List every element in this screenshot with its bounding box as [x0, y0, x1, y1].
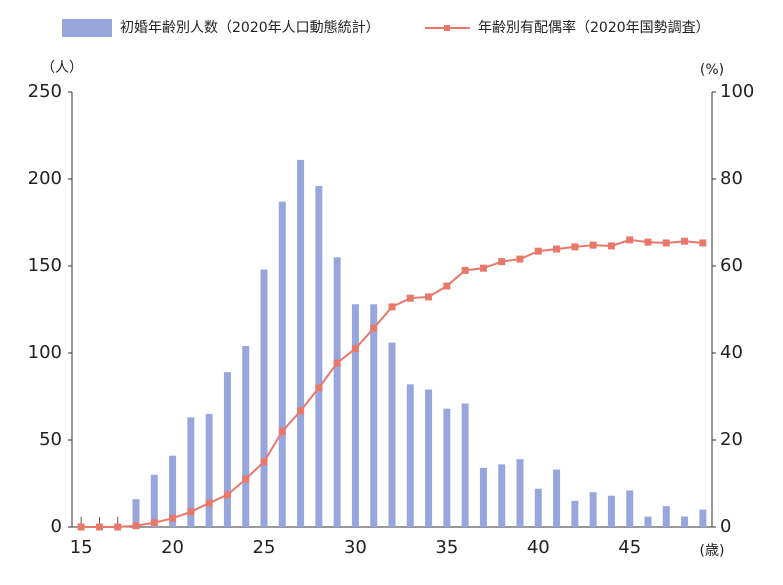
bar: [626, 490, 634, 527]
line-marker: [351, 345, 359, 353]
bar: [406, 384, 414, 527]
bar: [443, 408, 451, 527]
legend-label: 年齢別有配偶率（2020年国勢調査）: [478, 19, 710, 36]
bar: [681, 516, 689, 527]
x-axis-unit: (歳): [700, 543, 725, 559]
line-marker: [242, 475, 250, 483]
bar: [242, 346, 250, 527]
legend-label: 初婚年齢別人数（2020年人口動態統計）: [120, 19, 380, 36]
line-marker: [315, 384, 323, 392]
y2-axis-unit: (%): [700, 62, 724, 78]
x-tick-label: 40: [527, 537, 550, 558]
line-marker: [150, 519, 158, 527]
line-marker: [443, 282, 451, 290]
line-marker: [626, 236, 634, 244]
line-marker: [461, 266, 469, 274]
bar: [278, 201, 286, 527]
bar: [169, 455, 177, 527]
bar: [498, 464, 506, 527]
line-marker: [169, 514, 177, 522]
x-tick-label: 15: [70, 537, 93, 558]
line-marker: [187, 508, 195, 516]
bar: [205, 413, 213, 527]
line-marker: [681, 237, 689, 245]
line-marker: [333, 359, 341, 367]
bar: [370, 304, 378, 527]
line-marker: [571, 243, 579, 251]
line-marker: [589, 241, 597, 249]
bar: [644, 516, 652, 527]
line-marker: [479, 264, 487, 272]
line-marker: [534, 247, 542, 255]
bar: [297, 159, 305, 528]
line-marker: [425, 293, 433, 301]
bar: [571, 500, 579, 527]
line-marker: [498, 258, 506, 266]
line-marker: [77, 523, 85, 531]
line-marker: [95, 523, 103, 531]
bar: [333, 257, 341, 527]
bar: [479, 467, 487, 527]
y-tick-label: 250: [28, 81, 62, 102]
line-marker: [607, 242, 615, 250]
bar: [260, 269, 268, 527]
bar: [425, 389, 433, 527]
bar: [589, 492, 597, 527]
y-tick-label: 100: [28, 342, 62, 363]
line-marker: [516, 255, 524, 263]
y2-tick-label: 60: [720, 255, 743, 276]
y-tick-label: 150: [28, 255, 62, 276]
x-tick-label: 30: [344, 537, 367, 558]
bar: [132, 499, 140, 527]
y-tick-label: 50: [39, 429, 62, 450]
y2-tick-label: 40: [720, 342, 743, 363]
bar: [662, 506, 670, 527]
line-marker: [132, 522, 140, 530]
bar: [534, 488, 542, 527]
bar: [187, 417, 195, 527]
y-tick-label: 0: [51, 516, 62, 537]
bar: [461, 403, 469, 527]
bar: [223, 372, 231, 527]
line-marker: [699, 239, 707, 247]
bar: [150, 474, 158, 527]
line-marker: [662, 239, 670, 247]
y2-tick-label: 80: [720, 168, 743, 189]
x-tick-label: 25: [253, 537, 276, 558]
bar: [699, 509, 707, 527]
y-axis-unit: （人）: [41, 60, 83, 76]
x-tick-label: 20: [161, 537, 184, 558]
line-marker: [297, 407, 305, 415]
line-marker: [223, 491, 231, 499]
line-marker: [406, 294, 414, 302]
line-marker: [260, 458, 268, 466]
bar: [315, 185, 323, 527]
x-tick-label: 35: [435, 537, 458, 558]
bar: [553, 469, 561, 527]
bar: [516, 459, 524, 527]
x-tick-label: 45: [618, 537, 641, 558]
line-marker: [278, 427, 286, 435]
line-marker: [644, 238, 652, 246]
line-marker: [388, 303, 396, 311]
line-marker: [553, 245, 561, 253]
legend-swatch: [62, 19, 112, 37]
bar: [388, 342, 396, 527]
y2-tick-label: 100: [720, 81, 754, 102]
line-marker: [114, 523, 122, 531]
line-marker: [205, 499, 213, 507]
bar: [607, 495, 615, 527]
line-marker: [370, 324, 378, 332]
bar: [351, 304, 359, 527]
legend-marker: [444, 25, 450, 31]
y-tick-label: 200: [28, 168, 62, 189]
y2-tick-label: 0: [720, 516, 731, 537]
y2-tick-label: 20: [720, 429, 743, 450]
